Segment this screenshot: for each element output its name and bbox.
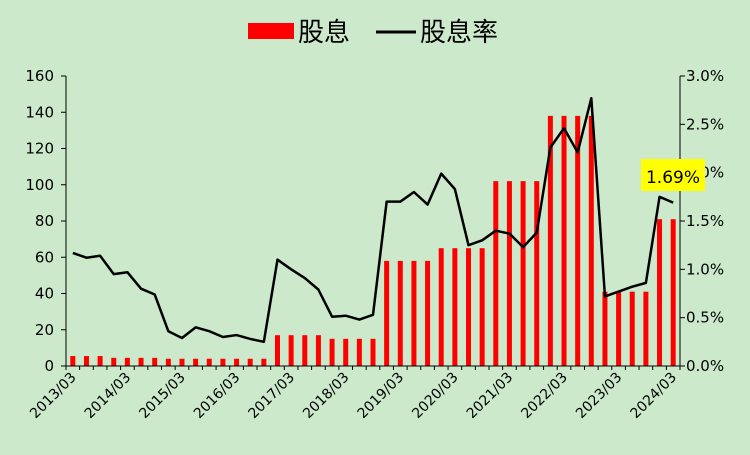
dividend-bar [138,357,144,366]
dividend-bar [83,356,89,366]
dividend-bar [629,291,635,366]
dividend-bar [315,335,321,366]
dividend-bar [602,291,608,366]
annotation: 1.69% [641,159,705,191]
legend-label-dividend: 股息 [298,18,350,48]
right-tick-label: 3.0% [686,67,724,85]
dividend-bar [452,248,458,366]
right-tick-label: 0.5% [686,309,724,327]
dividend-bar [206,358,212,366]
dividend-bar [193,358,199,366]
x-tick-label: 2017/03 [246,370,298,422]
dividend-bar [438,248,444,366]
dividend-bar [274,335,280,366]
right-tick-label: 2.5% [686,115,724,133]
dividend-bar [302,335,308,366]
dividend-bar [588,115,594,367]
dividend-bar [397,260,403,367]
dividend-bar [425,260,431,367]
dividend-bar [343,338,349,366]
dividend-bar [561,115,567,367]
left-tick-label: 100 [25,176,54,194]
dividend-bar [70,356,76,366]
axes: 0204060801001201401600.0%0.5%1.0%1.5%2.0… [25,67,724,422]
left-tick-label: 20 [35,321,54,339]
dividend-bar [288,335,294,366]
dividend-bar [97,356,103,366]
dividend-bar [670,219,676,366]
x-tick-label: 2024/03 [628,370,680,422]
right-tick-label: 1.0% [686,260,724,278]
dividend-bar [261,358,267,366]
left-tick-label: 60 [35,248,54,266]
dividend-bar [520,181,526,367]
left-tick-label: 0 [44,357,54,375]
left-tick-label: 80 [35,212,54,230]
annotation-label: 1.69% [646,168,700,188]
x-tick-label: 2018/03 [300,370,352,422]
dividend-bar [329,338,335,366]
legend-label-dividend-yield: 股息率 [420,18,498,48]
dividend-bar [479,248,485,366]
x-tick-label: 2014/03 [82,370,134,422]
dividend-bar [466,248,472,366]
dividend-bar [384,260,390,367]
x-tick-label: 2021/03 [464,370,516,422]
dividend-bar [247,358,253,366]
dividend-bar [111,357,117,366]
x-tick-label: 2020/03 [409,370,461,422]
left-tick-label: 40 [35,285,54,303]
dividend-bar [165,358,171,366]
dividend-yield-line [72,96,674,344]
dividend-bar [356,338,362,366]
legend: 股息 股息率 [248,18,498,48]
left-tick-label: 120 [25,140,54,158]
dividend-bar [657,219,663,366]
line-series [72,96,674,344]
dividend-bar [370,338,376,366]
x-tick-label: 2015/03 [136,370,188,422]
x-tick-label: 2023/03 [573,370,625,422]
dividend-bar [411,260,417,367]
annotation-box [641,159,705,191]
dividend-bar [493,181,499,367]
dividend-bar [547,115,553,367]
dividend-bar [506,181,512,367]
dividend-bar [575,115,581,367]
x-tick-label: 2019/03 [355,370,407,422]
right-tick-label: 0.0% [686,357,724,375]
left-tick-label: 140 [25,103,54,121]
dividend-bar [534,181,540,367]
dividend-bar [616,291,622,366]
bar-series [70,115,676,367]
dividend-bar [234,358,240,366]
dividend-bar [643,291,649,366]
left-tick-label: 160 [25,67,54,85]
dividend-bar [220,358,226,366]
x-tick-label: 2013/03 [27,370,79,422]
right-tick-label: 1.5% [686,212,724,230]
x-tick-label: 2016/03 [191,370,243,422]
dividend-bar [179,358,185,366]
x-tick-label: 2022/03 [518,370,570,422]
dividend-bar [152,357,158,366]
dividend-bar [124,357,130,366]
legend-bar-swatch [248,23,294,39]
